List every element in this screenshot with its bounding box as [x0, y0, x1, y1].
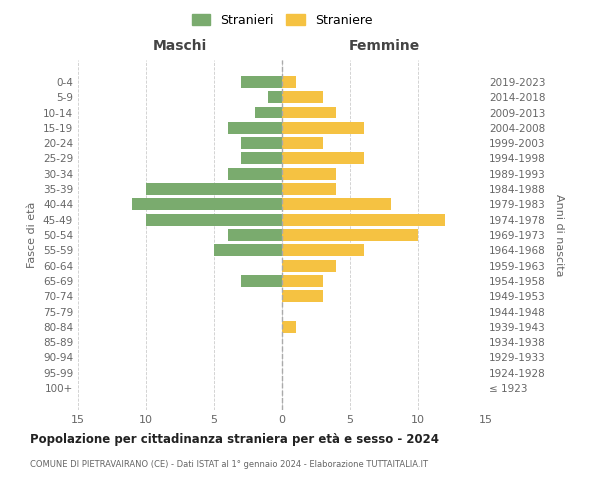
Bar — [282, 183, 337, 195]
Y-axis label: Anni di nascita: Anni di nascita — [554, 194, 564, 276]
Bar — [282, 290, 323, 302]
Bar — [282, 198, 391, 210]
Bar — [282, 122, 364, 134]
Bar — [282, 137, 323, 149]
Bar — [214, 244, 282, 256]
Y-axis label: Fasce di età: Fasce di età — [28, 202, 37, 268]
Bar — [227, 122, 282, 134]
Bar — [282, 91, 323, 103]
Bar — [282, 229, 418, 241]
Bar — [146, 214, 282, 226]
Bar — [227, 229, 282, 241]
Bar — [241, 76, 282, 88]
Bar — [282, 106, 337, 118]
Bar — [241, 152, 282, 164]
Bar — [133, 198, 282, 210]
Bar — [282, 152, 364, 164]
Legend: Stranieri, Straniere: Stranieri, Straniere — [187, 8, 377, 32]
Text: Popolazione per cittadinanza straniera per età e sesso - 2024: Popolazione per cittadinanza straniera p… — [30, 432, 439, 446]
Bar — [282, 76, 296, 88]
Bar — [241, 275, 282, 287]
Bar — [241, 137, 282, 149]
Text: COMUNE DI PIETRAVAIRANO (CE) - Dati ISTAT al 1° gennaio 2024 - Elaborazione TUTT: COMUNE DI PIETRAVAIRANO (CE) - Dati ISTA… — [30, 460, 428, 469]
Bar — [282, 275, 323, 287]
Bar — [282, 168, 337, 179]
Bar — [282, 260, 337, 272]
Text: Maschi: Maschi — [153, 38, 207, 52]
Bar — [255, 106, 282, 118]
Bar — [227, 168, 282, 179]
Bar — [268, 91, 282, 103]
Bar — [146, 183, 282, 195]
Bar — [282, 321, 296, 333]
Bar — [282, 244, 364, 256]
Text: Femmine: Femmine — [349, 38, 419, 52]
Bar — [282, 214, 445, 226]
